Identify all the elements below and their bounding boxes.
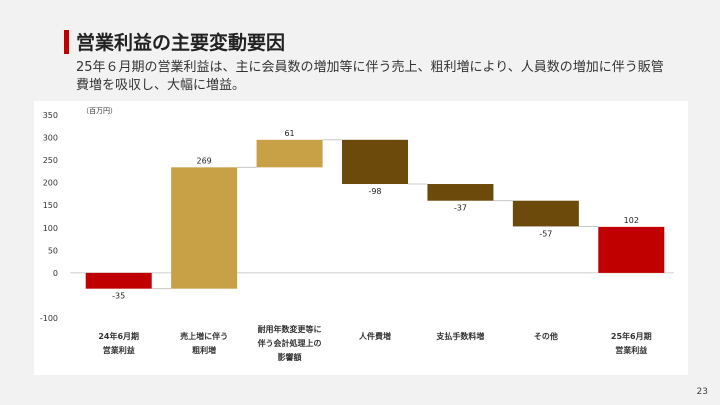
category-label-line: 耐用年数変更等に	[257, 325, 322, 334]
y-tick-label: 350	[43, 111, 58, 120]
unit-label: （百万円）	[82, 107, 117, 115]
category-label-line: 人件費増	[359, 332, 391, 341]
title-accent-bar	[64, 30, 69, 54]
data-label: -35	[112, 292, 125, 301]
category-label: 人件費増	[330, 330, 420, 344]
y-tick-label: -100	[40, 314, 58, 323]
data-label: 102	[624, 216, 639, 225]
bar-1	[171, 167, 238, 289]
data-label: 269	[197, 156, 212, 165]
category-label: その他	[501, 330, 591, 344]
data-label: -57	[539, 229, 552, 238]
page-title: 営業利益の主要変動要因	[76, 32, 286, 54]
category-label-line: 伴う会計処理上の	[257, 339, 322, 348]
category-label-line: 24年6月期	[98, 332, 140, 341]
category-label: 支払手数料増	[415, 330, 505, 344]
y-tick-label: 0	[53, 269, 58, 278]
page-number: 23	[696, 387, 708, 397]
waterfall-chart: （百万円） 350 300 250 200 150 100 50 0 -100 -35 269 61 -9…	[40, 107, 674, 323]
y-tick-label: 200	[43, 179, 58, 188]
category-label-line: 営業利益	[102, 346, 135, 355]
chart-panel: （百万円） 350 300 250 200 150 100 50 0 -100 -35 269 61 -9…	[34, 101, 688, 375]
page-subtitle: 25年６月期の営業利益は、主に会員数の増加等に伴う売上、粗利増により、人員数の増…	[76, 60, 664, 93]
category-label-line: 支払手数料増	[436, 332, 485, 341]
data-label: -98	[368, 187, 381, 196]
data-label: 61	[284, 129, 294, 138]
category-label: 25年6月期 営業利益	[586, 330, 676, 358]
bar-5	[512, 200, 579, 227]
category-label-line: 影響額	[277, 353, 302, 362]
data-label: -37	[454, 204, 467, 213]
category-label-line: 粗利増	[192, 346, 217, 355]
y-tick-label: 300	[43, 134, 58, 143]
bar-2	[256, 139, 323, 168]
y-tick-label: 100	[43, 224, 58, 233]
category-label-line: 25年6月期	[610, 332, 652, 341]
category-label-line: その他	[533, 332, 558, 341]
bar-0	[85, 272, 152, 289]
y-tick-label: 250	[43, 156, 58, 165]
bar-4	[427, 184, 494, 201]
category-label-line: 営業利益	[615, 346, 648, 355]
category-label: 売上増に伴う 粗利増	[159, 330, 249, 358]
y-tick-label: 150	[43, 201, 58, 210]
y-tick-label: 50	[48, 246, 58, 255]
category-label: 耐用年数変更等に 伴う会計処理上の 影響額	[245, 323, 335, 365]
bar-6	[598, 226, 665, 273]
category-label-line: 売上増に伴う	[180, 332, 229, 341]
bar-3	[342, 139, 408, 185]
category-label: 24年6月期 営業利益	[74, 330, 164, 358]
